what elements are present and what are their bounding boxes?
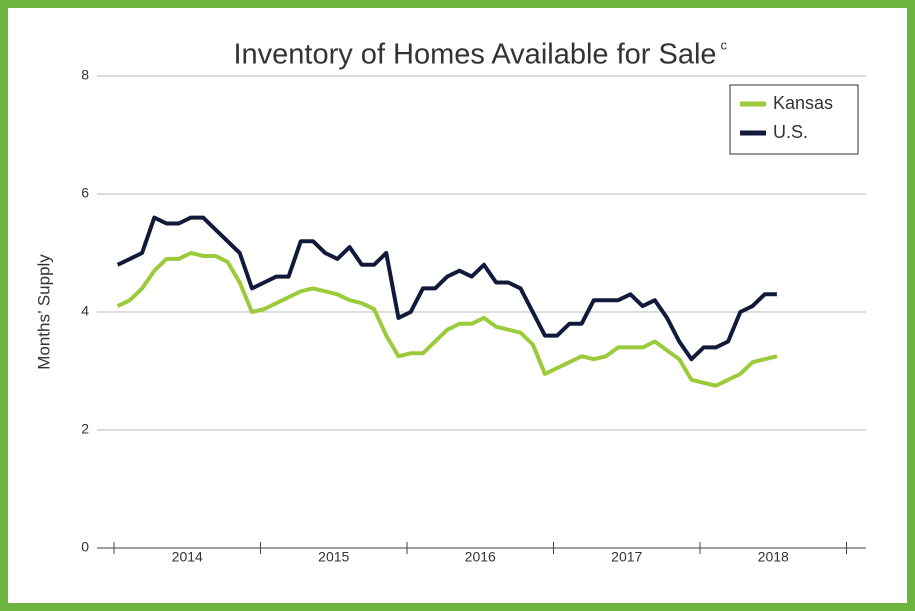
x-tick-label: 2014	[172, 549, 203, 565]
legend-box	[729, 84, 859, 155]
chart-title: Inventory of Homes Available for Sale	[233, 39, 716, 71]
y-tick-label: 4	[81, 303, 89, 319]
series-line	[116, 215, 777, 362]
x-tick-label: 2015	[318, 549, 349, 565]
y-tick-label: 6	[81, 185, 89, 201]
y-tick-label: 8	[81, 67, 89, 83]
y-axis-label: Months’ Supply	[34, 254, 53, 370]
legend-label: Kansas	[773, 93, 833, 113]
x-tick-label: 2018	[758, 549, 789, 565]
legend-label: U.S.	[773, 122, 808, 142]
series-line	[116, 251, 778, 388]
y-tick-label: 0	[81, 539, 89, 555]
title-note: c	[721, 37, 728, 52]
x-tick-label: 2016	[465, 549, 496, 565]
y-tick-label: 2	[81, 421, 89, 437]
x-tick-label: 2017	[611, 549, 642, 565]
